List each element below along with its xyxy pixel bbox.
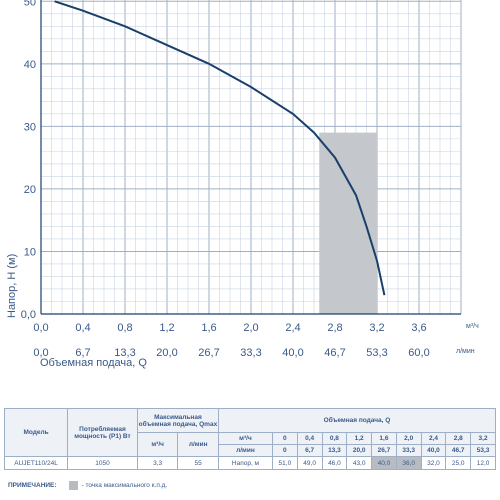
x-tick-label-bottom: 40,0 (282, 347, 303, 359)
note-text: - точка максимального к.п.д. (81, 481, 168, 489)
y-tick-label: 40 (24, 59, 36, 71)
head-cell: 36,0 (395, 456, 422, 470)
x-tick-label-top: 1,2 (159, 322, 174, 334)
qmax-lmin-cell: 55 (177, 456, 219, 470)
flow-l-3: 20,0 (346, 444, 373, 457)
flow-l-8: 53,3 (470, 444, 496, 457)
flow-l-0: 0 (271, 444, 298, 457)
qmax-unit-lmin: л/мин (177, 432, 219, 457)
flow-m3-3: 1,2 (346, 432, 373, 445)
spec-table: Модель Потребляемая мощность (P1) Вт Мак… (3, 408, 497, 470)
x-tick-label-bottom: 13,3 (114, 347, 135, 359)
pump-curve-chart: 0,0 10 20 30 40 50 0,0 0,4 0,8 1,2 1,6 2,0 2,4 2,8 3,… (6, 0, 479, 369)
col-qmax-header: Максимальная объемная подача, Qmax (136, 408, 219, 433)
flow-m3-7: 2,8 (445, 432, 472, 445)
flow-unit-m3: м³/ч (217, 432, 273, 445)
x-tick-label-top: 2,8 (327, 322, 342, 334)
note: ПРИМЕЧАНИЕ: - точка максимального к.п.д. (8, 479, 308, 491)
power-cell: 1050 (67, 456, 138, 470)
qmax-m3-cell: 3,3 (136, 456, 179, 470)
flow-m3-1: 0,4 (296, 432, 323, 445)
x-tick-label-top: 2,0 (243, 322, 258, 334)
flow-m3-2: 0,8 (321, 432, 348, 445)
x-tick-label-bottom: 20,0 (156, 347, 177, 359)
head-curve-line (54, 0, 386, 296)
flow-m3-4: 1,6 (371, 432, 397, 445)
flow-m3-6: 2,4 (420, 432, 447, 445)
x-tick-label-top: 1,6 (201, 322, 216, 334)
x-tick-label-bottom: 6,7 (75, 347, 90, 359)
flow-m3-8: 3,2 (470, 432, 496, 445)
head-label-cell: Напор, м (217, 456, 273, 470)
efficiency-band (319, 132, 377, 314)
x-unit-top: м³/ч (466, 323, 479, 330)
flow-unit-lmin: л/мин (217, 444, 273, 457)
x-tick-label-bottom: 26,7 (198, 347, 219, 359)
x-tick-label-top: 0,0 (33, 322, 48, 334)
x-tick-labels-m3: 0,0 0,4 0,8 1,2 1,6 2,0 2,4 2,8 3,2 3,6 (33, 322, 426, 334)
table-row: AUJET110/24L 1050 3,3 55 Напор, м 51,0 4… (3, 456, 496, 470)
x-tick-label-top: 3,2 (369, 322, 384, 334)
x-tick-label-top: 3,6 (411, 322, 426, 334)
qmax-unit-m3: м³/ч (136, 432, 179, 457)
x-tick-labels-lmin: 0,0 6,7 13,3 20,0 26,7 33,3 40,0 46,7 53,3 60,0 (33, 347, 429, 359)
x-axis-title: Объемная подача, Q (40, 357, 147, 369)
y-axis-title: Напор, H (м) (6, 254, 18, 318)
efficiency-swatch (68, 480, 78, 490)
head-cell: 46,0 (321, 456, 348, 470)
head-cell: 12,0 (470, 456, 496, 470)
head-cell: 40,0 (371, 456, 397, 470)
x-tick-label-bottom: 60,0 (408, 347, 429, 359)
head-cell: 51,0 (271, 456, 298, 470)
x-tick-label-top: 0,8 (117, 322, 132, 334)
model-cell: AUJET110/24L (3, 456, 69, 470)
y-tick-label: 0,0 (21, 309, 36, 321)
x-tick-label-bottom: 0,0 (33, 347, 48, 359)
flow-l-6: 40,0 (420, 444, 447, 457)
flow-m3-0: 0 (271, 432, 298, 445)
head-cell: 43,0 (346, 456, 373, 470)
x-unit-bottom: л/мин (456, 348, 475, 355)
x-tick-label-bottom: 53,3 (366, 347, 387, 359)
col-model-header: Модель (3, 408, 69, 457)
x-tick-label-bottom: 46,7 (324, 347, 345, 359)
x-tick-label-bottom: 33,3 (240, 347, 261, 359)
x-tick-label-top: 0,4 (75, 322, 90, 334)
flow-l-4: 26,7 (371, 444, 397, 457)
flow-l-7: 46,7 (445, 444, 472, 457)
grid (41, 0, 462, 314)
y-tick-label: 50 (24, 0, 36, 8)
flow-l-5: 33,3 (395, 444, 422, 457)
flow-l-2: 13,3 (321, 444, 348, 457)
x-tick-label-top: 2,4 (285, 322, 300, 334)
y-tick-label: 10 (24, 246, 36, 258)
y-tick-labels: 0,0 10 20 30 40 50 (21, 0, 36, 321)
col-power-header: Потребляемая мощность (P1) Вт (67, 408, 138, 457)
note-label: ПРИМЕЧАНИЕ: (8, 481, 57, 489)
flow-l-1: 6,7 (296, 444, 323, 457)
y-tick-label: 30 (24, 121, 36, 133)
head-cell: 25,0 (445, 456, 472, 470)
y-tick-label: 20 (24, 184, 36, 196)
head-cell: 49,0 (296, 456, 323, 470)
head-cell: 32,0 (420, 456, 447, 470)
flow-m3-5: 2,0 (395, 432, 422, 445)
col-flow-header: Объемная подача, Q (217, 408, 497, 433)
